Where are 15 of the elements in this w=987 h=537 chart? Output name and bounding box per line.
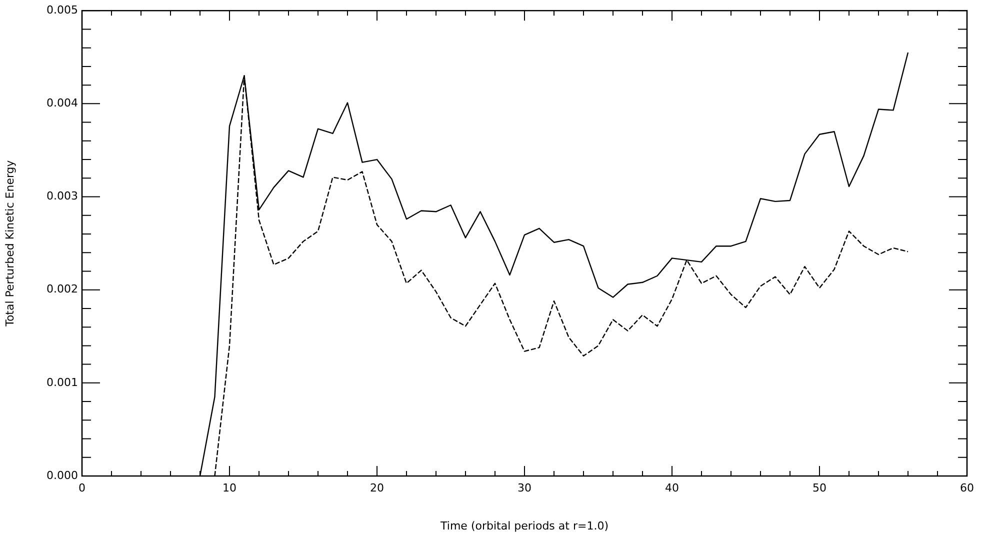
y-tick-label: 0.003 [46, 190, 78, 203]
x-tick-label: 20 [370, 481, 384, 494]
x-tick-label: 30 [518, 481, 532, 494]
y-tick-label: 0.001 [46, 376, 78, 389]
x-tick-label: 40 [665, 481, 679, 494]
y-tick-label: 0.004 [46, 96, 78, 110]
y-tick-label: 0.000 [46, 468, 78, 482]
y-axis-title: Total Perturbed Kinetic Energy [3, 160, 16, 328]
x-tick-label: 0 [78, 481, 86, 494]
y-tick-label: 0.002 [46, 282, 78, 296]
x-tick-label: 60 [960, 481, 974, 494]
x-tick-label: 50 [812, 481, 826, 494]
y-tick-label: 0.005 [46, 3, 78, 16]
x-tick-label: 10 [222, 481, 236, 494]
x-axis-title: Time (orbital periods at r=1.0) [440, 519, 608, 532]
